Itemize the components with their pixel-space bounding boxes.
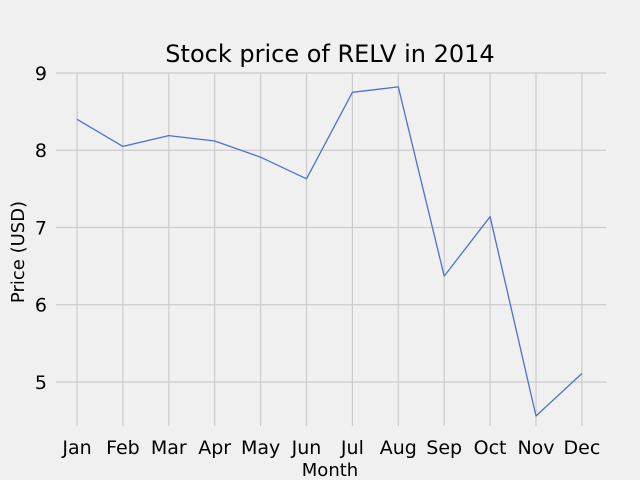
y-tick-label: 8	[35, 140, 47, 162]
x-tick-label: May	[241, 437, 280, 459]
y-tick-label: 5	[35, 372, 47, 394]
data-point	[305, 177, 308, 180]
y-tick-label: 6	[35, 295, 47, 317]
x-axis-label: Month	[302, 460, 358, 480]
data-point	[121, 145, 124, 148]
chart-title: Stock price of RELV in 2014	[165, 40, 494, 68]
data-point	[76, 118, 79, 121]
x-tick-label: Oct	[474, 437, 507, 459]
series-line	[76, 86, 583, 417]
x-tick-label: Mar	[151, 437, 187, 459]
x-tick-label: Sep	[426, 437, 462, 459]
x-tick-label: Jan	[61, 437, 91, 459]
y-axis-label: Price (USD)	[8, 201, 29, 303]
x-tick-label: Nov	[517, 437, 554, 459]
x-gridlines	[76, 73, 583, 426]
x-tick-label: Jul	[340, 437, 364, 459]
x-tick-label: Dec	[564, 437, 601, 459]
series-layer	[76, 85, 583, 417]
y-gridlines	[56, 72, 606, 383]
x-tick-label: Feb	[106, 437, 140, 459]
data-point	[443, 275, 446, 278]
data-point	[351, 91, 354, 94]
x-tick-labels: Jan Feb Mar Apr May Jun Jul Aug Sep Oct Nov Dec	[61, 437, 600, 459]
data-point	[580, 372, 583, 375]
data-point	[259, 156, 262, 159]
data-point	[489, 215, 492, 218]
data-point	[167, 134, 170, 137]
x-tick-label: Jun	[291, 437, 322, 459]
y-tick-labels: 5 6 7 8 9	[35, 63, 47, 394]
data-point	[535, 414, 538, 417]
data-point	[213, 139, 216, 142]
y-tick-label: 9	[35, 63, 47, 85]
y-tick-label: 7	[35, 217, 47, 239]
x-tick-label: Aug	[380, 437, 417, 459]
data-point	[397, 85, 400, 88]
x-tick-label: Apr	[198, 437, 231, 459]
